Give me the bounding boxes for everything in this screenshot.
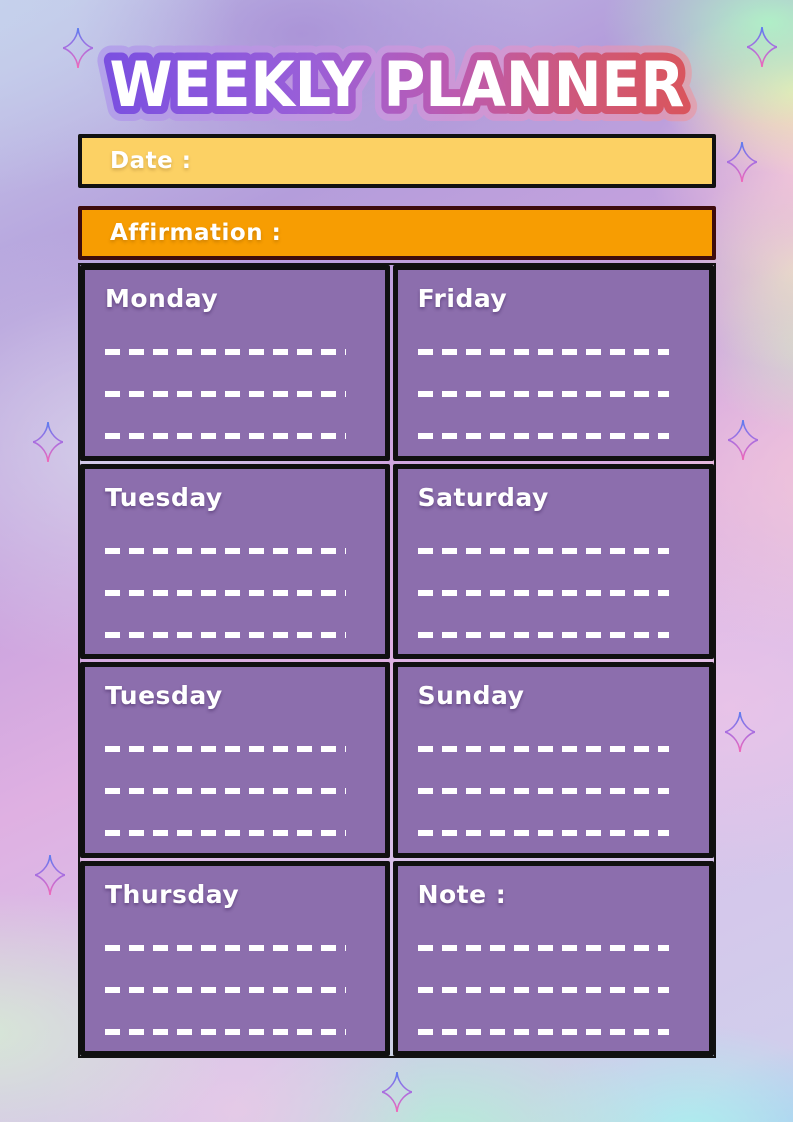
writing-line[interactable] xyxy=(417,944,670,951)
writing-line[interactable] xyxy=(105,944,346,951)
sparkle-icon xyxy=(728,420,758,460)
date-label: Date : xyxy=(110,148,192,174)
writing-line[interactable] xyxy=(105,746,346,752)
day-card-thursday: Thursday xyxy=(80,860,390,1056)
week-grid: Monday Friday Tuesday Saturday Tuesday S… xyxy=(78,263,716,1058)
writing-line[interactable] xyxy=(417,746,670,752)
writing-line[interactable] xyxy=(417,349,670,355)
svg-text:WEEKLY PLANNER: WEEKLY PLANNER xyxy=(109,48,684,121)
day-card-tuesday: Tuesday xyxy=(80,463,390,659)
day-label: Friday xyxy=(417,284,508,313)
day-label: Thursday xyxy=(105,879,240,909)
note-card: Note : xyxy=(392,860,714,1056)
sparkle-icon xyxy=(747,27,777,67)
sparkle-icon xyxy=(725,712,755,752)
sparkle-icon xyxy=(727,142,757,182)
writing-line[interactable] xyxy=(105,349,346,355)
day-label: Tuesday xyxy=(105,681,223,710)
writing-line[interactable] xyxy=(105,589,346,596)
day-card-friday: Friday xyxy=(392,265,714,461)
day-card-saturday: Saturday xyxy=(392,463,714,659)
writing-line[interactable] xyxy=(417,1028,670,1035)
page-title: WEEKLY PLANNER WEEKLY PLANNER xyxy=(94,33,699,136)
writing-line[interactable] xyxy=(417,830,670,836)
writing-line[interactable] xyxy=(417,986,670,993)
writing-line[interactable] xyxy=(105,830,346,836)
day-card-monday: Monday xyxy=(80,265,390,461)
writing-line[interactable] xyxy=(105,433,346,439)
svg-text:WEEKLY PLANNER: WEEKLY PLANNER xyxy=(109,48,684,121)
day-label: Tuesday xyxy=(105,482,223,512)
sparkle-icon xyxy=(35,855,65,895)
writing-line[interactable] xyxy=(417,547,670,554)
date-field[interactable]: Date : xyxy=(78,134,716,188)
day-card-sunday: Sunday xyxy=(392,662,714,858)
writing-line[interactable] xyxy=(417,391,670,397)
note-label: Note : xyxy=(417,879,507,909)
affirmation-label: Affirmation : xyxy=(110,220,282,246)
day-card-wednesday-mislabeled-tuesday: Tuesday xyxy=(80,662,390,858)
header: WEEKLY PLANNER WEEKLY PLANNER xyxy=(0,30,793,144)
sparkle-icon xyxy=(382,1072,412,1112)
writing-line[interactable] xyxy=(417,589,670,596)
writing-line[interactable] xyxy=(417,433,670,439)
sparkle-icon xyxy=(63,28,93,68)
writing-line[interactable] xyxy=(105,547,346,554)
writing-line[interactable] xyxy=(105,631,346,638)
affirmation-field[interactable]: Affirmation : xyxy=(78,206,716,260)
day-label: Sunday xyxy=(417,681,525,710)
writing-line[interactable] xyxy=(417,631,670,638)
day-label: Saturday xyxy=(417,482,549,512)
writing-line[interactable] xyxy=(417,788,670,794)
day-label: Monday xyxy=(105,284,219,313)
sparkle-icon xyxy=(33,422,63,462)
writing-line[interactable] xyxy=(105,788,346,794)
writing-line[interactable] xyxy=(105,1028,346,1035)
writing-line[interactable] xyxy=(105,986,346,993)
writing-line[interactable] xyxy=(105,391,346,397)
